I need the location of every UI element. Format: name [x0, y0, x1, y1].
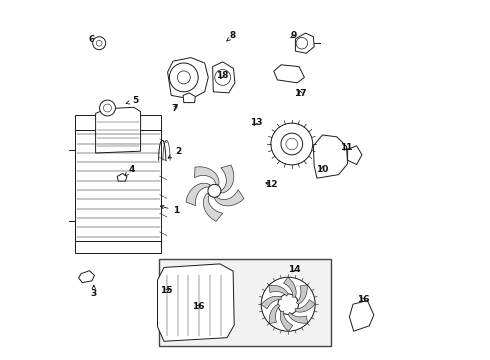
- Text: 4: 4: [125, 165, 135, 176]
- Polygon shape: [314, 135, 347, 178]
- Polygon shape: [349, 301, 374, 331]
- Text: 18: 18: [216, 71, 228, 80]
- Text: 14: 14: [288, 265, 300, 274]
- Polygon shape: [96, 107, 141, 153]
- Circle shape: [281, 133, 303, 155]
- Text: 11: 11: [340, 143, 352, 152]
- Circle shape: [103, 104, 111, 112]
- Circle shape: [261, 277, 315, 331]
- Circle shape: [278, 294, 298, 315]
- Polygon shape: [269, 304, 280, 324]
- Circle shape: [177, 71, 190, 84]
- Polygon shape: [117, 174, 127, 181]
- Circle shape: [208, 184, 221, 197]
- Polygon shape: [157, 264, 234, 341]
- Polygon shape: [195, 167, 219, 185]
- Text: 13: 13: [249, 118, 262, 127]
- Polygon shape: [79, 271, 95, 283]
- Polygon shape: [296, 285, 307, 304]
- Polygon shape: [261, 296, 281, 309]
- Polygon shape: [347, 146, 362, 165]
- Polygon shape: [186, 183, 210, 206]
- Circle shape: [215, 69, 231, 85]
- Circle shape: [99, 100, 116, 116]
- Circle shape: [286, 138, 297, 150]
- Text: 6: 6: [89, 35, 98, 44]
- Text: 3: 3: [91, 285, 97, 298]
- Text: 7: 7: [172, 104, 178, 113]
- Circle shape: [296, 37, 308, 49]
- Polygon shape: [295, 33, 314, 53]
- Text: 15: 15: [160, 287, 172, 295]
- Text: 2: 2: [168, 147, 181, 158]
- Polygon shape: [295, 300, 315, 312]
- Text: 17: 17: [294, 89, 307, 98]
- Polygon shape: [274, 65, 304, 83]
- Text: 1: 1: [160, 206, 180, 215]
- Polygon shape: [220, 165, 234, 193]
- Text: 5: 5: [126, 96, 138, 105]
- Text: 16: 16: [357, 295, 369, 304]
- Text: 8: 8: [226, 31, 236, 41]
- Circle shape: [271, 123, 313, 165]
- Text: 10: 10: [316, 165, 329, 174]
- Polygon shape: [288, 312, 308, 323]
- Polygon shape: [203, 193, 223, 221]
- Polygon shape: [215, 190, 244, 206]
- Text: 16: 16: [192, 302, 204, 311]
- Polygon shape: [213, 62, 235, 93]
- Circle shape: [170, 63, 198, 92]
- FancyBboxPatch shape: [75, 241, 162, 253]
- Polygon shape: [269, 285, 288, 296]
- Circle shape: [93, 37, 106, 50]
- Polygon shape: [183, 93, 196, 103]
- Text: 12: 12: [265, 180, 277, 189]
- FancyBboxPatch shape: [75, 115, 162, 130]
- Polygon shape: [168, 58, 208, 99]
- Polygon shape: [284, 277, 296, 297]
- FancyBboxPatch shape: [75, 130, 162, 241]
- FancyBboxPatch shape: [159, 259, 331, 346]
- Polygon shape: [280, 311, 293, 331]
- Text: 9: 9: [291, 31, 297, 40]
- Circle shape: [97, 40, 102, 46]
